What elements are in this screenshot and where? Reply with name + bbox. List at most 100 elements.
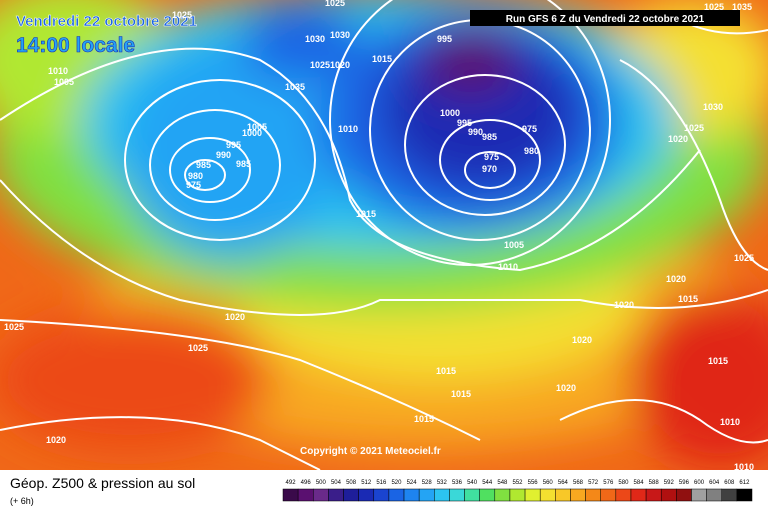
legend-label: 608 [724, 480, 735, 486]
isobar-label: 1025 [4, 322, 24, 332]
legend-label: 588 [649, 480, 660, 486]
isobar-label: 1015 [372, 54, 392, 64]
isobar-label: 1030 [330, 30, 350, 40]
copyright: Copyright © 2021 Meteociel.fr [300, 446, 441, 457]
legend-label: 540 [467, 480, 478, 486]
legend-swatch [479, 488, 496, 502]
legend-swatch [706, 488, 722, 502]
isobar-label: 985 [236, 159, 251, 169]
legend-label: 572 [588, 480, 599, 486]
legend-swatch [434, 488, 450, 502]
isobar-label: 990 [468, 127, 483, 137]
legend-swatch [388, 488, 405, 502]
isobar-label: 1000 [440, 108, 460, 118]
legend-swatch [736, 488, 753, 502]
legend-label: 512 [361, 480, 372, 486]
isobar-label: 1015 [414, 414, 434, 424]
legend-label: 520 [391, 480, 402, 486]
legend-swatch [539, 488, 556, 502]
legend-swatch [691, 488, 707, 502]
legend-label: 592 [664, 480, 675, 486]
legend-swatch [615, 488, 632, 502]
isobar-label: 1015 [678, 294, 698, 304]
legend-swatch [297, 488, 314, 502]
isobar-label: 1030 [305, 34, 325, 44]
legend-swatch [600, 488, 617, 502]
legend-label: 544 [482, 480, 493, 486]
legend-label: 564 [558, 480, 569, 486]
legend-swatch [524, 488, 541, 502]
legend-label: 524 [407, 480, 418, 486]
isobar-label: 1035 [732, 2, 752, 12]
isobar-label: 1015 [356, 209, 376, 219]
isobar-label: 970 [482, 164, 497, 174]
isobar-label: 1025 [325, 0, 345, 8]
footer-lead: (+ 6h) [10, 496, 34, 506]
isobar-label: 995 [457, 118, 472, 128]
isobar-label: 1015 [451, 389, 471, 399]
legend-label: 500 [316, 480, 327, 486]
isobar-label: 1025 [684, 123, 704, 133]
isobar-label: 1020 [572, 335, 592, 345]
isobar-label: 1025 [734, 253, 754, 263]
legend-label: 568 [573, 480, 584, 486]
run-box [470, 10, 740, 26]
isobar-label: 975 [186, 180, 201, 190]
isobar-label: 1035 [285, 82, 305, 92]
legend-swatch [358, 488, 375, 502]
legend-swatch [721, 488, 738, 502]
date: Vendredi 22 octobre 2021 [16, 13, 197, 30]
isobar-label: 1020 [668, 134, 688, 144]
legend-swatch [660, 488, 677, 502]
isobar-label: 1005 [54, 77, 74, 87]
legend-swatch [464, 488, 480, 502]
isobar-label: 985 [196, 160, 211, 170]
isobar-label: 1005 [247, 122, 267, 132]
isobar-label: 1025 [310, 60, 330, 70]
legend-swatch [555, 488, 571, 502]
isobar-label: 1020 [46, 435, 66, 445]
legend-swatch [509, 488, 526, 502]
isobar-label: 1010 [498, 262, 518, 272]
isobar-label: 975 [484, 152, 499, 162]
run-info: Run GFS 6 Z du Vendredi 22 octobre 2021 [506, 14, 705, 25]
legend-label: 556 [528, 480, 539, 486]
legend-swatch [282, 488, 299, 502]
isobar-label: 1020 [225, 312, 245, 322]
time: 14:00 locale [16, 34, 135, 57]
legend-swatch [418, 488, 435, 502]
isobar-label: 1000 [242, 128, 262, 138]
isobar-label: 1020 [556, 383, 576, 393]
legend-label: 508 [346, 480, 357, 486]
isobar-label: 1010 [734, 462, 754, 472]
legend-swatch [313, 488, 329, 502]
isobar-label: 1020 [614, 300, 634, 310]
legend-swatch [403, 488, 420, 502]
legend-label: 584 [634, 480, 645, 486]
isobar-label: 1025 [172, 10, 192, 20]
legend-label: 596 [679, 480, 690, 486]
legend-label: 576 [603, 480, 614, 486]
legend-swatch [494, 488, 511, 502]
legend-swatch [328, 488, 344, 502]
isobar-label: 990 [216, 150, 231, 160]
legend-swatch [343, 488, 359, 502]
isobar-label: 1020 [330, 60, 350, 70]
isobar-label: 1015 [708, 356, 728, 366]
isobar-label: 1005 [504, 240, 524, 250]
isobar-label: 995 [437, 34, 452, 44]
isobar-label: 995 [226, 140, 241, 150]
legend-swatch [449, 488, 465, 502]
legend-label: 528 [422, 480, 433, 486]
isobar-label: 1025 [704, 2, 724, 12]
legend-label: 580 [618, 480, 629, 486]
legend-swatch [570, 488, 586, 502]
legend-label: 612 [739, 480, 750, 486]
isobar-label: 1030 [703, 102, 723, 112]
isobar-label: 980 [188, 171, 203, 181]
legend-label: 604 [709, 480, 720, 486]
legend-label: 548 [497, 480, 508, 486]
isobar-label: 985 [482, 132, 497, 142]
